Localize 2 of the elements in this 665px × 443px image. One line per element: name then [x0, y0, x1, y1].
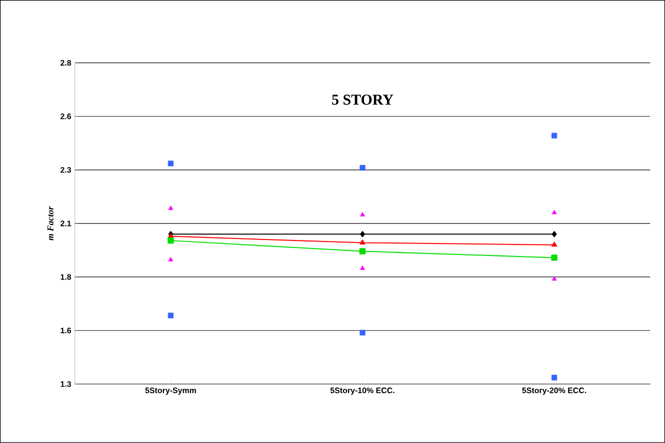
y-axis-title: m Factor [47, 206, 54, 240]
text: 5 STORY [332, 94, 394, 105]
